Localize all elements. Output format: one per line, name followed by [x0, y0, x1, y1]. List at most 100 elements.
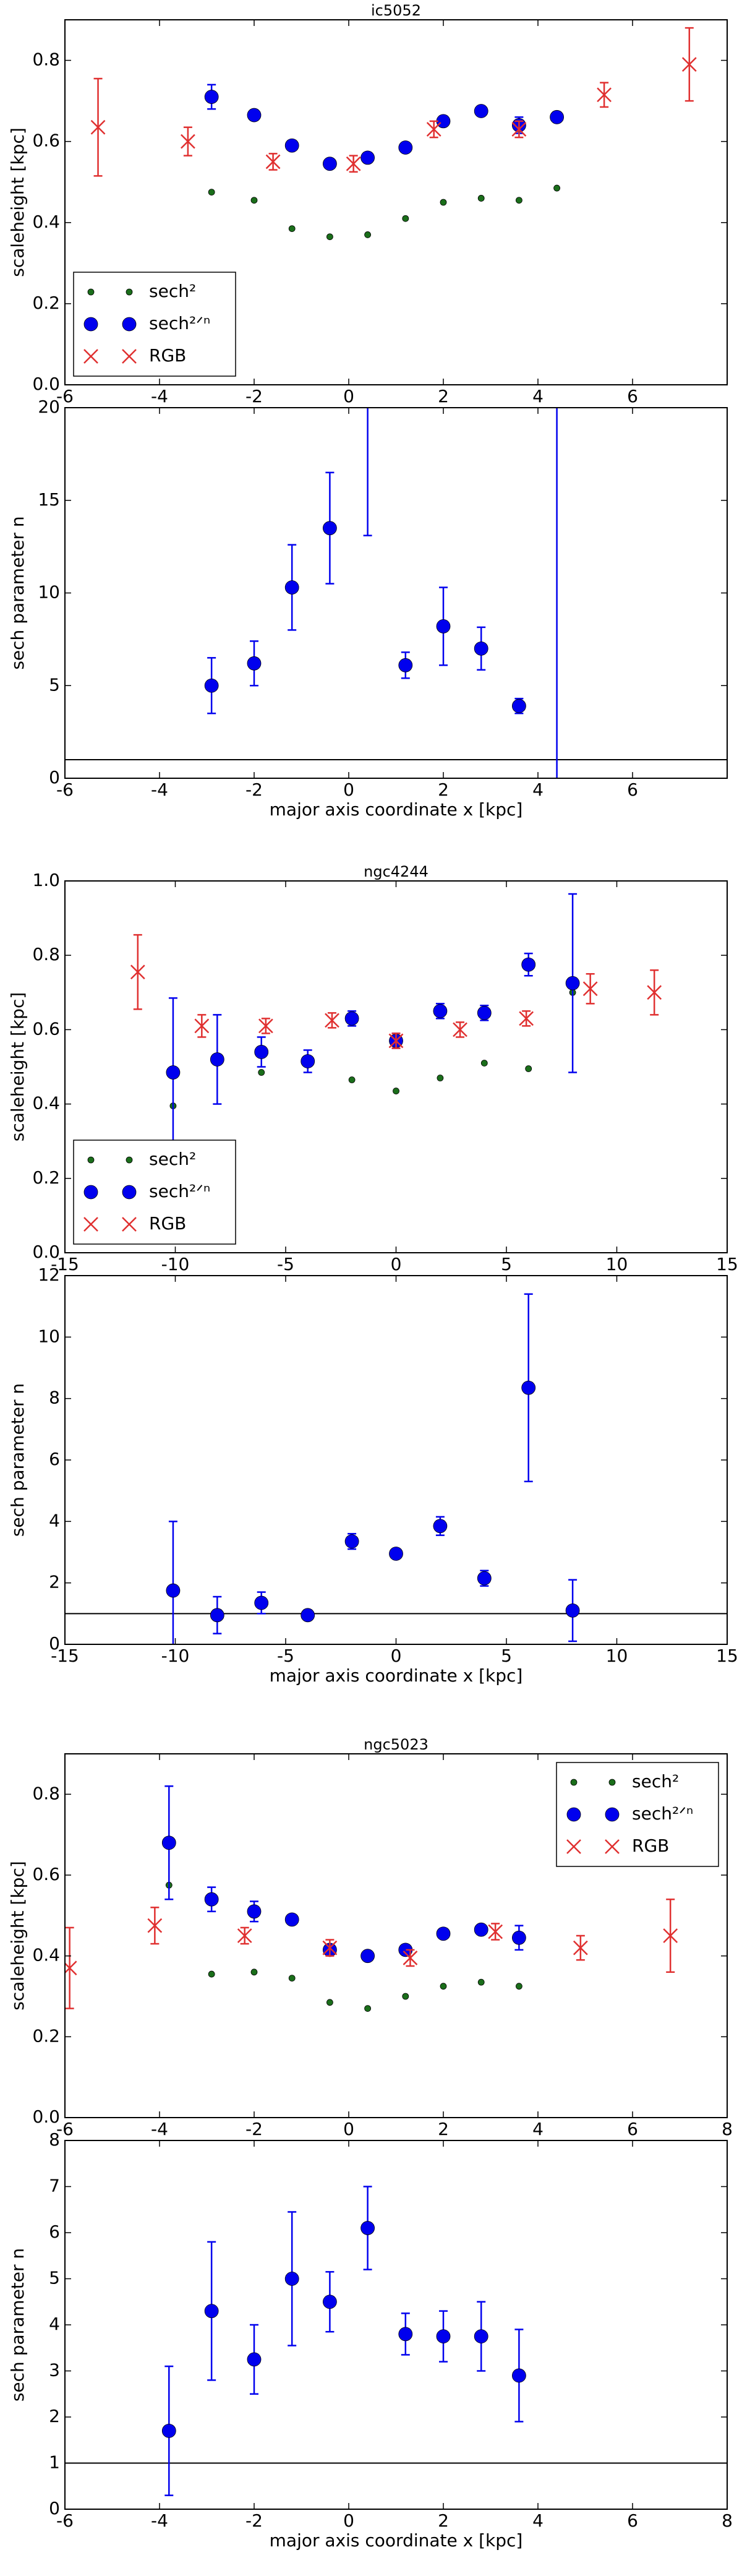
small-dot	[364, 2005, 371, 2012]
x-marker	[681, 57, 697, 72]
x-tick-label: -15	[51, 1254, 79, 1274]
dot	[166, 1583, 181, 1598]
x-marker	[582, 981, 598, 997]
x-axis-label: major axis coordinate x [kpc]	[270, 2530, 523, 2551]
x-tick-label: -2	[245, 779, 263, 800]
y-tick-label: 0.6	[32, 1864, 60, 1884]
legend-label: RGB	[632, 1835, 669, 1856]
x-tick-label: 6	[627, 2119, 638, 2139]
y-tick-label: 0.4	[32, 1945, 60, 1965]
legend: sech² sech²ᐟⁿ RGB	[73, 272, 236, 377]
dot	[204, 1892, 219, 1907]
y-tick-label: 0.8	[32, 1783, 60, 1803]
x-axis-label: major axis coordinate x [kpc]	[270, 799, 523, 820]
y-tick-label: 0.4	[32, 212, 60, 232]
dot	[512, 1930, 526, 1945]
y-tick-label: 0.2	[32, 1167, 60, 1188]
dot	[284, 138, 299, 153]
legend-label: sech²ᐟⁿ	[149, 313, 210, 333]
y-tick-label: 4	[49, 1510, 60, 1531]
y-tick-label: 0.2	[32, 2025, 60, 2046]
chart-title: ngc5023	[364, 1736, 429, 1753]
dot	[474, 104, 488, 118]
x-marker	[90, 119, 106, 135]
x-tick-label: 4	[532, 779, 544, 800]
y-tick-label: 0	[49, 1633, 60, 1654]
y-tick-label: 7	[49, 2176, 60, 2196]
dot	[360, 150, 375, 165]
y-axis-label: sech parameter n	[7, 516, 28, 669]
dot	[436, 114, 451, 129]
x-marker	[388, 1033, 404, 1049]
dot	[433, 1003, 448, 1018]
small-dot	[437, 1075, 444, 1081]
small-dot	[440, 1983, 447, 1990]
small-dot	[208, 1970, 215, 1978]
dot	[166, 1065, 181, 1080]
dot	[360, 1949, 375, 1964]
axes-frame	[64, 19, 728, 385]
y-tick-label: 0.0	[32, 2106, 60, 2127]
x-marker	[488, 1924, 503, 1939]
x-tick-label: -4	[151, 2119, 168, 2139]
x-tick-label: 0	[343, 2119, 354, 2139]
dot	[284, 1912, 299, 1927]
dot	[550, 308, 564, 322]
dot	[361, 290, 375, 303]
plot-area	[65, 2186, 727, 2496]
x-marker	[605, 1839, 620, 1854]
y-tick-label: 0.6	[32, 1018, 60, 1039]
legend-label: sech²	[632, 1771, 679, 1792]
y-axis-label: scaleheight [kpc]	[7, 1861, 28, 2011]
dot	[477, 1005, 492, 1020]
y-tick-label: 8	[49, 1388, 60, 1408]
dot	[323, 157, 337, 171]
dot	[254, 1595, 269, 1610]
axes-frame	[64, 1275, 728, 1645]
x-tick-label: -4	[151, 779, 168, 800]
x-tick-label: 6	[627, 779, 638, 800]
dot	[360, 2221, 375, 2235]
dot	[161, 2423, 176, 2438]
small-dot	[288, 1975, 296, 1982]
legend-label: sech²ᐟⁿ	[149, 1181, 210, 1201]
dot	[247, 1904, 262, 1919]
x-marker	[258, 1018, 273, 1034]
y-tick-label: 0.8	[32, 49, 60, 70]
x-marker	[403, 1951, 418, 1965]
dot	[301, 1608, 315, 1623]
small-dot	[570, 1779, 578, 1786]
dot	[550, 109, 564, 124]
small-dot	[477, 1978, 485, 1986]
x-tick-label: 2	[438, 2119, 449, 2139]
x-tick-label: -10	[161, 1254, 190, 1274]
dot	[512, 2368, 526, 2383]
legend: sech² sech²ᐟⁿ RGB	[73, 1140, 236, 1245]
y-tick-label: 15	[38, 489, 60, 510]
small-dot	[402, 1993, 409, 2000]
x-tick-label: -6	[56, 2119, 74, 2139]
axes-frame	[64, 2140, 728, 2510]
x-tick-label: 10	[606, 1254, 628, 1274]
x-tick-label: 0	[343, 2510, 354, 2531]
dot	[254, 1045, 269, 1059]
legend-label: RGB	[149, 1213, 186, 1234]
dot	[323, 521, 337, 536]
chart-title: ic5052	[371, 2, 421, 19]
dot	[323, 2295, 337, 2309]
y-tick-label: 2	[49, 2406, 60, 2426]
dot	[565, 976, 580, 990]
x-marker	[147, 1918, 163, 1933]
small-dot	[480, 1060, 488, 1067]
chart-title: ngc4244	[364, 863, 429, 880]
x-tick-label: 0	[343, 779, 354, 800]
small-dot	[516, 197, 522, 204]
legend-label: sech²	[149, 281, 196, 301]
x-marker	[647, 985, 662, 1000]
small-dot	[258, 1069, 265, 1076]
y-tick-label: 1	[49, 2452, 60, 2473]
x-tick-label: 4	[532, 386, 544, 406]
dot	[436, 2329, 451, 2344]
small-dot	[87, 288, 95, 296]
dot	[436, 1926, 451, 1941]
